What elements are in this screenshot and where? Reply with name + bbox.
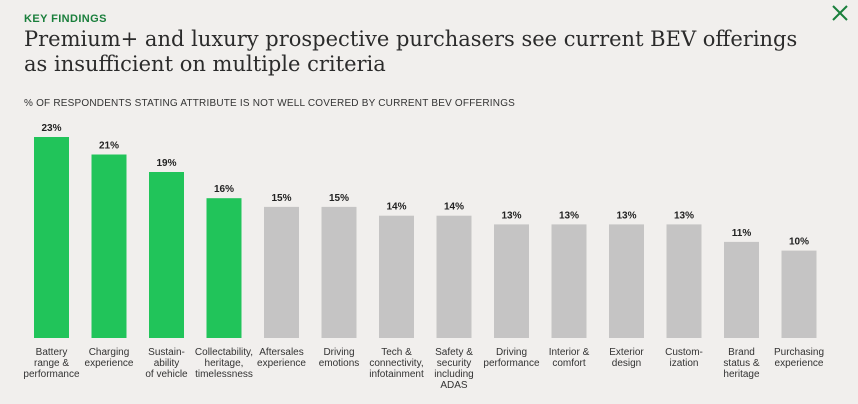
value-label-0: 23%: [41, 123, 61, 134]
key-findings-label: KEY FINDINGS: [24, 13, 107, 25]
bar-12: [724, 241, 759, 338]
value-label-8: 13%: [501, 210, 521, 221]
value-label-1: 21%: [99, 141, 119, 152]
value-label-9: 13%: [559, 210, 579, 221]
bar-9: [551, 224, 587, 338]
category-label-13: Purchasing experience: [774, 347, 824, 369]
bar-5: [321, 206, 357, 338]
bar-13: [781, 250, 817, 338]
value-label-12: 11%: [732, 228, 752, 239]
value-label-11: 13%: [674, 210, 694, 221]
category-label-10: Exterior design: [609, 347, 644, 369]
bar-1: [91, 154, 127, 338]
category-label-9: Interior & comfort: [549, 347, 590, 369]
category-label-0: Battery range & performance: [23, 347, 80, 380]
close-icon[interactable]: [828, 1, 852, 25]
bar-10: [609, 224, 644, 338]
value-label-6: 14%: [386, 202, 406, 213]
category-label-8: Driving performance: [483, 347, 540, 369]
value-label-4: 15%: [271, 193, 291, 204]
category-label-7: Safety & security including ADAS: [434, 347, 473, 391]
bar-0: [34, 137, 69, 338]
value-label-10: 13%: [616, 210, 636, 221]
chart-subtitle: % OF RESPONDENTS STATING ATTRIBUTE IS NO…: [24, 98, 516, 109]
category-label-3: Collectability, heritage, timelessness: [195, 347, 253, 380]
bar-11: [666, 224, 702, 338]
value-label-7: 14%: [444, 202, 464, 213]
bar-2: [149, 172, 184, 338]
bar-6: [379, 215, 414, 338]
value-label-5: 15%: [329, 193, 349, 204]
bar-4: [264, 206, 299, 338]
page-title: Premium+ and luxury prospective purchase…: [24, 27, 798, 76]
category-label-1: Charging experience: [85, 347, 134, 369]
bar-3: [206, 198, 242, 338]
category-label-4: Aftersales experience: [257, 347, 306, 369]
category-label-12: Brand status & heritage: [723, 347, 760, 380]
category-label-5: Driving emotions: [319, 347, 360, 369]
category-label-6: Tech & connectivity, infotainment: [369, 347, 424, 380]
bar-7: [436, 215, 472, 338]
category-label-11: Custom-ization: [665, 347, 703, 369]
category-label-2: Sustain-ability of vehicle: [145, 347, 188, 380]
value-label-13: 10%: [789, 237, 809, 248]
value-label-2: 19%: [156, 158, 176, 169]
value-label-3: 16%: [214, 184, 234, 195]
bar-8: [494, 224, 529, 338]
